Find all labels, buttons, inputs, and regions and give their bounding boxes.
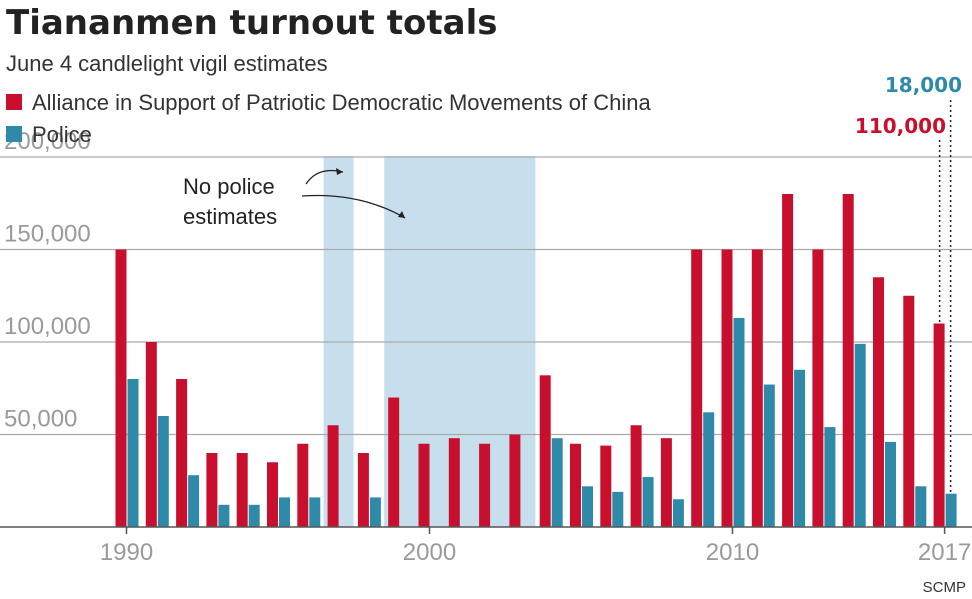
bar-police-2017 bbox=[945, 493, 957, 527]
x-tick-label-1990: 1990 bbox=[100, 539, 153, 566]
bar-police-2005 bbox=[582, 486, 593, 527]
x-tick-label-2010: 2010 bbox=[706, 539, 759, 566]
bar-alliance-2013 bbox=[812, 249, 824, 527]
bar-police-2012 bbox=[794, 369, 806, 527]
bars bbox=[115, 194, 957, 527]
chart-title: Tiananmen turnout totals bbox=[6, 3, 497, 43]
bar-police-1992 bbox=[188, 475, 200, 527]
bar-police-2013 bbox=[824, 427, 836, 527]
bar-alliance-1997 bbox=[327, 425, 339, 527]
bar-police-1990 bbox=[127, 379, 139, 527]
bar-alliance-2005 bbox=[570, 443, 581, 527]
bar-alliance-1990 bbox=[115, 249, 127, 527]
bar-alliance-2012 bbox=[782, 194, 794, 527]
bar-alliance-1993 bbox=[206, 453, 218, 527]
bar-police-2015 bbox=[885, 441, 896, 527]
bar-police-2007 bbox=[642, 477, 654, 527]
bar-police-2011 bbox=[763, 384, 775, 527]
bar-police-1998 bbox=[369, 497, 381, 527]
label-2017-alliance: 110,000 bbox=[855, 114, 946, 138]
annotation-no-police-line2: estimates bbox=[183, 204, 277, 229]
annotation-arrowhead-2000 bbox=[398, 211, 405, 218]
bar-alliance-2003 bbox=[509, 434, 521, 527]
bar-alliance-2009 bbox=[691, 249, 703, 527]
bar-police-2009 bbox=[703, 412, 715, 527]
bar-alliance-1994 bbox=[236, 453, 248, 527]
bar-alliance-1991 bbox=[145, 342, 157, 527]
bar-alliance-2006 bbox=[600, 445, 612, 527]
bar-alliance-2002 bbox=[479, 443, 491, 527]
bar-police-1993 bbox=[218, 504, 230, 527]
chart-subtitle: June 4 candlelight vigil estimates bbox=[6, 51, 328, 76]
bar-police-2016 bbox=[915, 486, 927, 527]
bar-police-1991 bbox=[157, 416, 169, 527]
y-tick-label-100000: 100,000 bbox=[4, 313, 91, 340]
bar-alliance-2016 bbox=[903, 295, 915, 527]
bar-alliance-2010 bbox=[721, 249, 733, 527]
bar-alliance-1998 bbox=[357, 453, 369, 527]
annotation-arrow-2000 bbox=[301, 194, 406, 219]
bar-police-2006 bbox=[612, 491, 624, 527]
bar-alliance-1996 bbox=[297, 443, 309, 527]
bar-police-1994 bbox=[248, 504, 260, 527]
bar-police-1996 bbox=[309, 497, 321, 527]
legend-swatch-alliance bbox=[6, 94, 22, 110]
bar-police-2004 bbox=[551, 438, 563, 527]
bar-alliance-1992 bbox=[176, 379, 188, 527]
annotation-no-police-line1: No police bbox=[183, 174, 275, 199]
y-tick-label-150000: 150,000 bbox=[4, 221, 91, 248]
label-2017-police: 18,000 bbox=[885, 73, 962, 97]
bar-alliance-2000 bbox=[418, 443, 430, 527]
bar-police-2010 bbox=[733, 317, 745, 527]
bar-alliance-2017 bbox=[933, 323, 945, 527]
bar-alliance-2015 bbox=[873, 277, 884, 527]
bar-alliance-1995 bbox=[267, 462, 278, 527]
bar-police-2014 bbox=[854, 343, 866, 527]
legend-swatch-police bbox=[6, 126, 22, 142]
source-credit: SCMP bbox=[923, 579, 966, 596]
x-ticks: 1990 2000 2010 2017 bbox=[100, 527, 971, 566]
bar-alliance-2011 bbox=[751, 249, 763, 527]
bar-alliance-2007 bbox=[630, 425, 642, 527]
annotation-arrowhead-1997 bbox=[336, 168, 343, 175]
bar-alliance-2014 bbox=[842, 194, 854, 527]
bar-alliance-1999 bbox=[388, 397, 400, 527]
legend-label-police: Police bbox=[32, 122, 92, 147]
bar-alliance-2008 bbox=[660, 438, 672, 527]
bar-alliance-2001 bbox=[448, 438, 460, 527]
bar-alliance-2004 bbox=[539, 375, 551, 527]
x-tick-label-2000: 2000 bbox=[403, 539, 456, 566]
bar-police-1995 bbox=[279, 497, 290, 527]
legend-label-alliance: Alliance in Support of Patriotic Democra… bbox=[32, 90, 651, 115]
y-tick-label-50000: 50,000 bbox=[4, 406, 77, 433]
x-tick-label-2017: 2017 bbox=[918, 539, 971, 566]
bar-police-2008 bbox=[672, 499, 684, 527]
